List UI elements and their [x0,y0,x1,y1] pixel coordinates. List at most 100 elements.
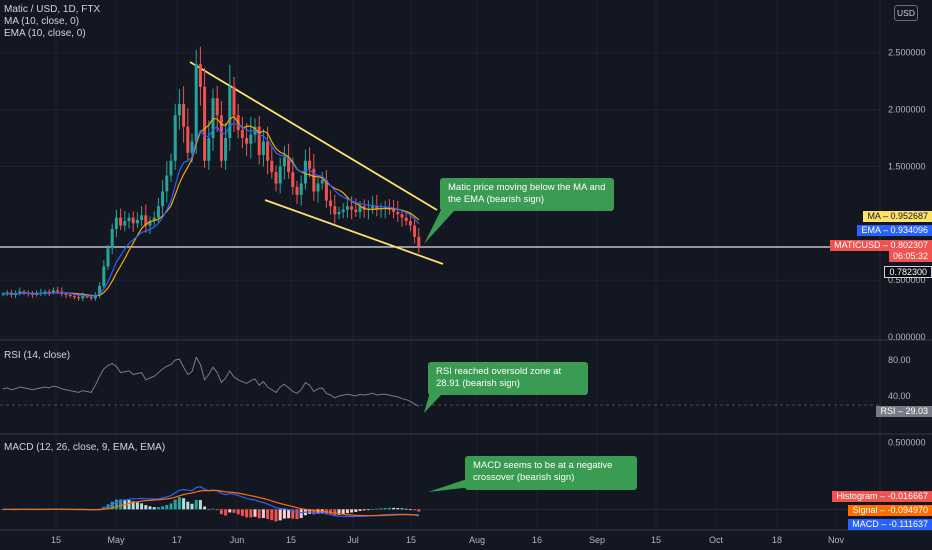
price-legend: Matic / USD, 1D, FTX MA (10, close, 0) E… [4,4,100,40]
macd-legend: MACD (12, 26, close, 9, EMA, EMA) [4,442,165,454]
macd-histogram-bar [136,502,139,509]
macd-histogram-bar [405,509,408,510]
candle-body [207,138,210,161]
x-tick-label: Aug [469,535,485,545]
candle-body [199,64,202,87]
candle-body [279,166,282,183]
rsi-tick-label: 40.00 [888,391,911,401]
symbol-legend: Matic / USD, 1D, FTX [4,4,100,16]
y-tick-label: 0.000000 [888,332,926,342]
macd-histogram-bar [245,509,248,517]
candle-body [350,206,353,209]
macd-histogram-bar [354,509,357,512]
macd-histogram-bar [161,506,164,509]
macd-histogram-bar [396,508,399,509]
candle-body [233,87,236,115]
macd-histogram-bar [178,497,181,509]
candle-body [338,212,341,214]
candle-body [241,130,244,138]
candlesticks [2,47,421,302]
x-tick-label: 15 [286,535,296,545]
candle-body [132,218,135,224]
candle-body [81,296,84,298]
macd-histogram-bar [149,506,152,509]
macd-histogram-bar [203,506,206,509]
macd-histogram-bar [363,509,366,510]
candle-body [300,184,303,195]
candle-body [119,218,122,226]
macd-histogram-bar [224,509,227,515]
candle-body [69,295,72,296]
candle-body [182,104,185,127]
candle-body [174,115,177,160]
macd-histogram-bar [296,509,299,519]
macd-histogram-bar [275,509,278,521]
macd-histogram-bar [417,509,420,511]
macd-histogram-bar [199,500,202,509]
macd-histogram-bar [375,509,378,510]
macd-histogram-bar [228,509,231,512]
macd-histogram-bar [333,509,336,515]
macd-histogram-bar [220,509,223,514]
candle-body [354,210,357,212]
candle-body [73,296,76,297]
price-value-tag: MATICUSD – 0.802307 [830,240,932,251]
candle-body [224,138,227,161]
macd-tick-label: 0.500000 [888,438,926,448]
macd-histogram-bar [249,509,252,517]
candle-body [270,161,273,172]
macd-histogram-bar [392,508,395,509]
candle-body [123,221,126,226]
macd-histogram-bar [115,500,118,510]
macd-histogram-bar [241,509,244,516]
candle-body [405,218,408,221]
macd-histogram-bar [128,500,131,509]
candle-body [396,212,399,214]
candle-body [77,297,80,298]
macd-histogram-bar [380,508,383,509]
ema-legend: EMA (10, close, 0) [4,28,100,40]
macd-histogram-bar [409,509,412,510]
candle-body [417,237,420,246]
candle-body [329,201,332,207]
macd-histogram-bar [367,509,370,510]
candle-body [333,206,336,214]
candle-body [157,206,160,217]
macd-histogram-bar [300,509,303,518]
macd-histogram-bar [140,503,143,509]
candle-body [401,214,404,217]
candle-body [304,161,307,184]
trendlines [190,62,443,264]
ma-line [3,116,419,295]
macd-histogram-bar [144,505,147,509]
macd-histogram-bar [157,507,160,509]
candle-body [392,210,395,212]
candle-body [308,161,311,169]
macd-histogram-bar [266,509,269,519]
candle-body [317,184,320,192]
macd-indicator [0,487,880,522]
ma-value-tag: MA – 0.952687 [863,211,932,222]
macd-histogram-bar [170,503,173,509]
candle-body [136,220,139,223]
macd-histogram-bar [212,509,215,510]
candle-body [140,215,143,220]
candle-body [203,87,206,161]
macd-histogram-bar [279,509,282,520]
macd-histogram-bar [359,509,362,511]
macd-histogram-bar [237,509,240,514]
currency-button[interactable]: USD [894,5,918,21]
candle-body [102,267,105,286]
macd-histogram-bar [195,500,198,509]
macd-histogram-bar [165,505,168,509]
histogram-value-tag: Histogram – -0.016667 [832,491,932,502]
x-tick-label: Nov [828,535,845,545]
candle-body [111,229,114,248]
macd-histogram-bar [413,509,416,510]
macd-histogram-bar [254,509,257,516]
candle-body [56,290,59,291]
macd-histogram-bar [384,508,387,509]
candle-body [165,176,168,192]
lower-trendline [265,200,443,264]
rsi-value-tag: RSI – 29.03 [876,406,932,417]
